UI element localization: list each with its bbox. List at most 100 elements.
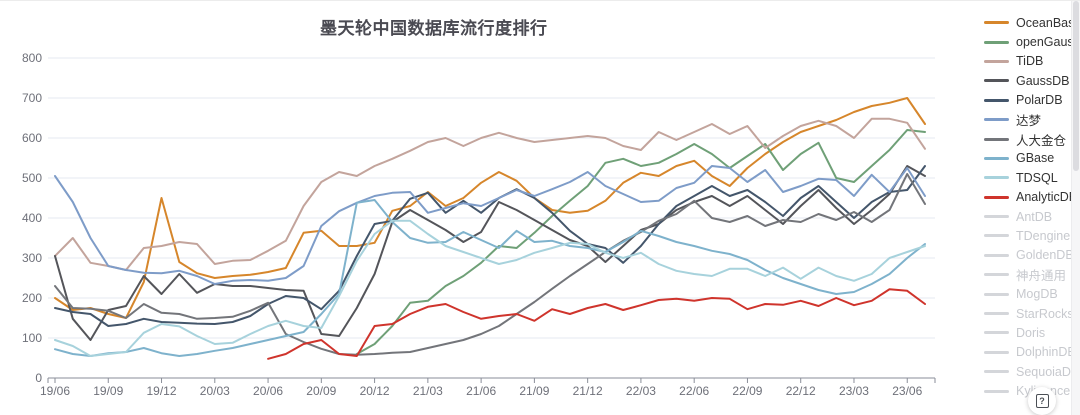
series-line-达梦: [54, 165, 926, 285]
y-axis-label: 800: [21, 51, 42, 65]
legend-item-GBase[interactable]: GBase: [984, 149, 1080, 168]
legend-line-icon: [984, 215, 1009, 219]
legend-line-icon: [984, 98, 1009, 102]
x-axis-label: 20/06: [253, 384, 284, 398]
legend-item-神舟通用[interactable]: 神舟通用: [984, 265, 1080, 284]
legend-item-MogDB[interactable]: MogDB: [984, 284, 1080, 303]
legend-label: TDengine: [1016, 228, 1071, 243]
series-line-OceanBase: [54, 97, 926, 319]
x-axis-label: 20/09: [306, 384, 337, 398]
x-axis-label: 21/09: [519, 384, 550, 398]
legend-line-icon: [984, 234, 1009, 238]
legend-line-icon: [984, 40, 1009, 44]
x-axis-label: 20/03: [199, 384, 230, 398]
legend-line-icon: [984, 253, 1009, 257]
x-axis-label: 22/03: [625, 384, 656, 398]
y-axis-label: 700: [21, 91, 42, 105]
y-axis-label: 100: [21, 331, 42, 345]
series-line-AnalyticDB: [267, 288, 926, 360]
legend-item-StarRocks[interactable]: StarRocks: [984, 304, 1080, 323]
legend-label: openGauss: [1016, 35, 1080, 50]
legend-line-icon: [984, 292, 1009, 296]
legend-item-AnalyticDB[interactable]: AnalyticDB: [984, 188, 1080, 207]
legend-item-Doris[interactable]: Doris: [984, 323, 1080, 342]
legend-line-icon: [984, 350, 1009, 354]
x-axis-label: 23/03: [838, 384, 869, 398]
legend-item-TiDB[interactable]: TiDB: [984, 52, 1080, 71]
legend-label: StarRocks: [1016, 306, 1074, 321]
y-axis-label: 0: [35, 371, 42, 385]
legend-line-icon: [984, 59, 1009, 63]
y-axis-label: 300: [21, 251, 42, 265]
legend-label: GBase: [1016, 151, 1055, 166]
scrollbar-thumb[interactable]: [1073, 1, 1079, 171]
series-line-TiDB: [54, 117, 926, 271]
legend-label: Doris: [1016, 325, 1046, 340]
series-line-GaussDB: [54, 165, 926, 341]
x-axis-label: 21/06: [466, 384, 497, 398]
y-axis-label: 200: [21, 291, 42, 305]
legend-item-达梦[interactable]: 达梦: [984, 110, 1080, 129]
legend-item-GoldenDB[interactable]: GoldenDB: [984, 246, 1080, 265]
legend-item-OceanBase[interactable]: OceanBase: [984, 13, 1080, 32]
series-line-人大金仓: [54, 173, 926, 356]
legend-line-icon: [984, 21, 1009, 25]
legend-label: 人大金仓: [1016, 133, 1067, 148]
legend-item-TDSQL[interactable]: TDSQL: [984, 168, 1080, 187]
series-line-TDSQL: [54, 219, 926, 357]
x-axis-label: 22/09: [732, 384, 763, 398]
page-scrollbar[interactable]: [1071, 1, 1080, 415]
series-line-openGauss: [355, 129, 926, 355]
help-button[interactable]: ?: [1028, 387, 1056, 415]
x-axis-label: 22/06: [679, 384, 710, 398]
legend-item-人大金仓[interactable]: 人大金仓: [984, 129, 1080, 148]
legend-label: OceanBase: [1016, 15, 1080, 30]
chart-title: 墨天轮中国数据库流行度排行: [320, 19, 548, 38]
legend-label: AntDB: [1016, 209, 1053, 224]
legend-label: GoldenDB: [1016, 248, 1074, 263]
legend-line-icon: [984, 273, 1009, 277]
legend: OceanBase openGauss TiDB GaussDB PolarDB 达梦人大…: [984, 13, 1080, 401]
legend-line-icon: [984, 389, 1009, 393]
legend-label: AnalyticDB: [1016, 190, 1078, 205]
legend-line-icon: [984, 176, 1009, 180]
legend-item-DolphinDB[interactable]: DolphinDB: [984, 343, 1080, 362]
x-axis-label: 23/06: [892, 384, 923, 398]
legend-line-icon: [984, 137, 1009, 141]
series-line-GBase: [54, 199, 926, 357]
legend-label: MogDB: [1016, 287, 1058, 302]
y-axis-label: 500: [21, 171, 42, 185]
legend-line-icon: [984, 312, 1009, 316]
legend-item-openGauss[interactable]: openGauss: [984, 32, 1080, 51]
x-axis-label: 21/03: [412, 384, 443, 398]
legend-item-SequoiaDB[interactable]: SequoiaDB: [984, 362, 1080, 381]
legend-line-icon: [984, 118, 1009, 122]
legend-line-icon: [984, 195, 1009, 199]
legend-label: SequoiaDB: [1016, 364, 1080, 379]
legend-label: PolarDB: [1016, 93, 1063, 108]
legend-label: 神舟通用: [1016, 269, 1067, 284]
legend-line-icon: [984, 79, 1009, 83]
legend-item-GaussDB[interactable]: GaussDB: [984, 71, 1080, 90]
legend-item-PolarDB[interactable]: PolarDB: [984, 91, 1080, 110]
legend-item-AntDB[interactable]: AntDB: [984, 207, 1080, 226]
x-axis-label: 22/12: [785, 384, 816, 398]
legend-line-icon: [984, 370, 1009, 374]
help-icon: ?: [1035, 394, 1049, 408]
x-axis-label: 19/09: [93, 384, 124, 398]
legend-line-icon: [984, 156, 1009, 160]
y-axis-label: 600: [21, 131, 42, 145]
legend-label: TiDB: [1016, 54, 1044, 69]
x-axis-label: 19/12: [146, 384, 177, 398]
x-axis-label: 19/06: [39, 384, 71, 398]
y-axis-label: 400: [21, 211, 42, 225]
legend-label: DolphinDB: [1016, 345, 1076, 360]
x-axis-label: 21/12: [572, 384, 603, 398]
legend-item-TDengine[interactable]: TDengine: [984, 226, 1080, 245]
legend-label: GaussDB: [1016, 73, 1070, 88]
legend-label: 达梦: [1016, 114, 1042, 129]
series-line-PolarDB: [54, 165, 926, 327]
legend-line-icon: [984, 331, 1009, 335]
